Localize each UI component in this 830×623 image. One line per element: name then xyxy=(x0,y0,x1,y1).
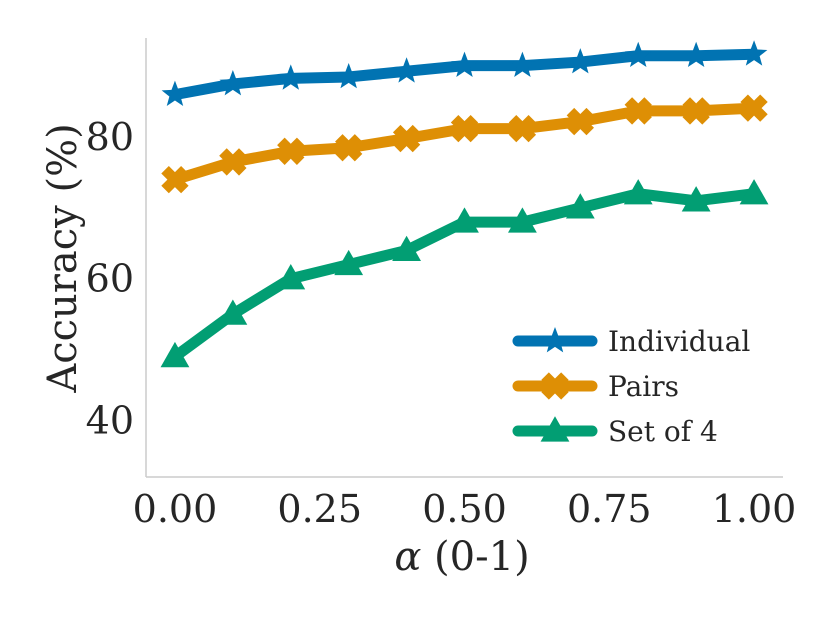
data-point-set-of-4 xyxy=(508,207,537,233)
x-axis-title: α (0-1) xyxy=(394,534,529,580)
x-tick-labels: 0.00 0.25 0.50 0.75 1.00 xyxy=(133,487,797,531)
data-point-individual xyxy=(161,80,189,106)
data-point-individual xyxy=(451,51,478,77)
legend: Individual Pairs Set of 4 xyxy=(512,325,750,448)
data-point-pairs xyxy=(450,114,479,143)
x-tick-label: 1.00 xyxy=(712,487,797,531)
legend-label-pairs: Pairs xyxy=(608,370,679,403)
x-axis-title-symbol: α xyxy=(394,534,421,580)
x-tick-label: 0.75 xyxy=(567,487,652,531)
data-point-set-of-4 xyxy=(623,179,653,205)
data-point-set-of-4 xyxy=(276,264,306,290)
data-point-individual xyxy=(509,51,536,77)
data-point-pairs xyxy=(392,124,421,153)
series-individual xyxy=(161,40,768,106)
series-set-of-4 xyxy=(160,179,769,368)
data-point-set-of-4 xyxy=(334,249,364,276)
data-point-pairs xyxy=(566,107,594,136)
y-axis-title: Accuracy (%) xyxy=(40,123,86,393)
x-axis-title-rest: (0-1) xyxy=(421,534,529,580)
data-point-individual xyxy=(682,41,710,68)
legend-entry-set-of-4: Set of 4 xyxy=(512,415,718,448)
y-tick-label: 40 xyxy=(86,398,134,442)
x-tick-label: 0.50 xyxy=(422,487,507,531)
data-point-set-of-4 xyxy=(681,186,711,212)
legend-entry-individual: Individual xyxy=(512,325,750,358)
axes-spines xyxy=(145,38,783,478)
data-point-individual xyxy=(624,41,652,68)
y-tick-label: 60 xyxy=(86,257,134,301)
legend-label-set-of-4: Set of 4 xyxy=(608,415,718,448)
data-point-set-of-4 xyxy=(739,179,769,205)
series-layer xyxy=(160,40,769,368)
data-point-individual xyxy=(740,40,768,66)
data-point-pairs xyxy=(682,97,710,125)
data-point-pairs xyxy=(508,114,537,143)
series-line-pairs xyxy=(169,102,760,186)
legend-marker-pairs xyxy=(541,372,569,400)
data-point-individual xyxy=(277,64,305,90)
legend-marker-individual xyxy=(541,327,569,353)
data-point-individual xyxy=(335,62,362,89)
legend-label-individual: Individual xyxy=(608,325,750,358)
data-point-pairs xyxy=(740,94,768,122)
data-point-set-of-4 xyxy=(392,235,421,262)
data-point-pairs xyxy=(624,97,652,125)
data-point-individual xyxy=(393,57,420,83)
series-pairs xyxy=(161,94,768,194)
y-tick-label: 80 xyxy=(86,115,134,159)
x-tick-label: 0.00 xyxy=(133,487,218,531)
data-point-pairs xyxy=(335,134,363,162)
y-tick-labels: 40 60 80 xyxy=(86,115,134,442)
data-point-pairs xyxy=(161,165,189,194)
legend-marker-set-of-4 xyxy=(540,416,570,442)
data-point-individual xyxy=(567,48,594,74)
legend-entry-pairs: Pairs xyxy=(512,370,679,403)
data-point-individual xyxy=(219,70,247,96)
data-point-set-of-4 xyxy=(565,193,595,219)
data-point-pairs xyxy=(277,137,305,165)
x-tick-label: 0.25 xyxy=(277,487,362,531)
data-point-set-of-4 xyxy=(218,299,248,325)
data-point-set-of-4 xyxy=(160,341,190,368)
data-point-set-of-4 xyxy=(450,207,479,233)
data-point-pairs xyxy=(219,148,247,176)
